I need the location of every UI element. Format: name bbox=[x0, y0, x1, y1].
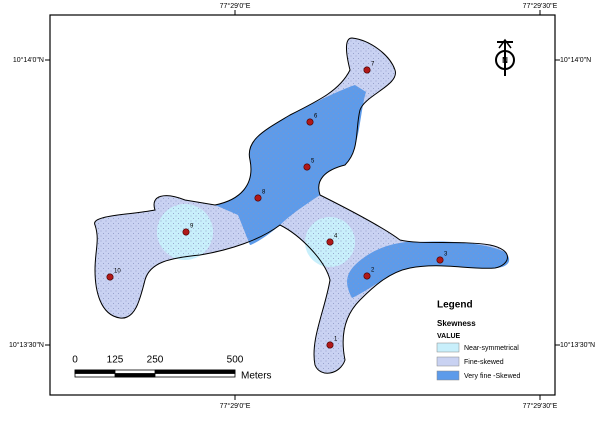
point-label: 3 bbox=[444, 252, 448, 258]
lat-label: 10°14'0"N bbox=[560, 56, 591, 64]
legend-swatch bbox=[436, 370, 460, 381]
lon-label: 77°29'0"E bbox=[220, 2, 251, 10]
legend-title: Legend bbox=[437, 300, 473, 311]
point-label: 10 bbox=[114, 269, 121, 275]
sample-point bbox=[326, 238, 334, 246]
scale-label: 250 bbox=[147, 355, 164, 366]
lon-label: 77°29'30"E bbox=[523, 402, 558, 410]
sample-point bbox=[363, 66, 371, 74]
sample-points: 7 6 5 8 9 4 3 2 10 1 bbox=[106, 62, 448, 349]
lat-label: 10°14'0"N bbox=[13, 56, 44, 64]
study-area-outline bbox=[94, 37, 508, 374]
svg-text:N: N bbox=[502, 56, 508, 65]
point-label: 8 bbox=[262, 190, 266, 196]
legend-field: VALUE bbox=[437, 333, 461, 340]
sample-point bbox=[306, 118, 314, 126]
legend-label: Fine-skewed bbox=[464, 359, 504, 366]
sample-point bbox=[106, 273, 114, 281]
scale-label: 125 bbox=[107, 355, 124, 366]
sample-point bbox=[182, 228, 190, 236]
point-label: 4 bbox=[334, 234, 338, 240]
point-label: 6 bbox=[314, 114, 318, 120]
legend-subtitle: Skewness bbox=[437, 319, 476, 328]
point-label: 5 bbox=[311, 159, 315, 165]
sample-point bbox=[363, 272, 371, 280]
legend-label: Near-symmetrical bbox=[464, 345, 519, 352]
lon-label: 77°29'0"E bbox=[220, 402, 251, 410]
point-label: 9 bbox=[190, 224, 194, 230]
scale-label: 0 bbox=[72, 355, 78, 366]
legend-swatch bbox=[436, 356, 460, 367]
scale-bar bbox=[74, 369, 236, 378]
frame-ticks bbox=[45, 10, 560, 400]
sample-point bbox=[254, 194, 262, 202]
legend-label: Very fine -Skewed bbox=[464, 373, 521, 380]
legend-swatch bbox=[436, 342, 460, 353]
point-label: 7 bbox=[371, 62, 375, 68]
north-arrow: N bbox=[495, 38, 515, 76]
scale-label: 500 bbox=[227, 355, 244, 366]
lon-label: 77°29'30"E bbox=[523, 2, 558, 10]
point-label: 2 bbox=[371, 268, 375, 274]
sample-point bbox=[436, 256, 444, 264]
point-label: 1 bbox=[334, 337, 338, 343]
lat-label: 10°13'30"N bbox=[9, 341, 44, 349]
sample-point bbox=[326, 341, 334, 349]
sample-point bbox=[303, 163, 311, 171]
scale-unit: Meters bbox=[241, 371, 272, 382]
lat-label: 10°13'30"N bbox=[560, 341, 595, 349]
